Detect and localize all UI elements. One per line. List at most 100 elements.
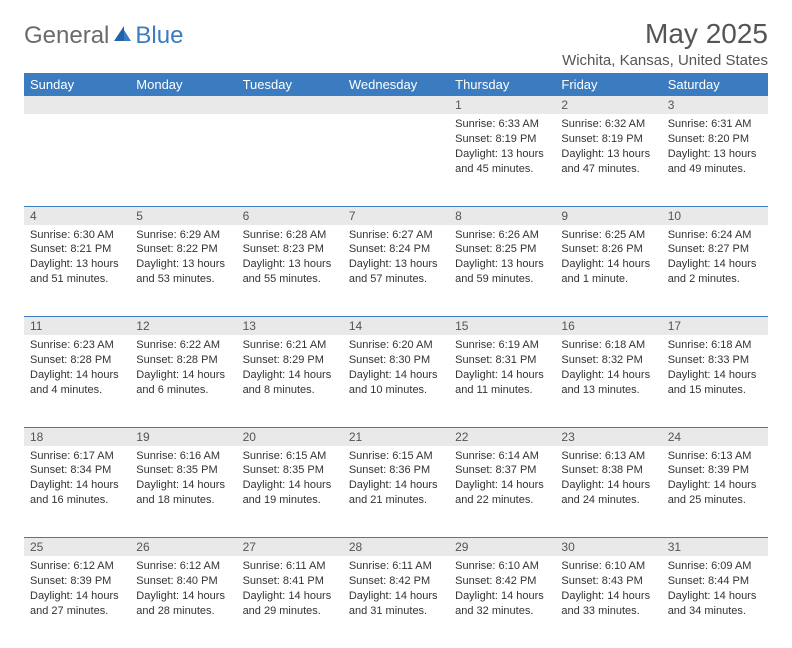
day-details: Sunrise: 6:20 AMSunset: 8:30 PMDaylight:… <box>343 335 449 403</box>
week-row: Sunrise: 6:23 AMSunset: 8:28 PMDaylight:… <box>24 335 768 427</box>
day2-line: and 57 minutes. <box>349 272 443 287</box>
day-number: 28 <box>343 538 449 557</box>
sunrise-line: Sunrise: 6:19 AM <box>455 338 549 353</box>
sunset-line: Sunset: 8:33 PM <box>668 353 762 368</box>
day2-line: and 31 minutes. <box>349 604 443 619</box>
sunset-line: Sunset: 8:39 PM <box>30 574 124 589</box>
sunrise-line: Sunrise: 6:33 AM <box>455 117 549 132</box>
sunset-line: Sunset: 8:20 PM <box>668 132 762 147</box>
day-details: Sunrise: 6:33 AMSunset: 8:19 PMDaylight:… <box>449 114 555 182</box>
sunrise-line: Sunrise: 6:23 AM <box>30 338 124 353</box>
day-number: 27 <box>237 538 343 557</box>
day-cell: Sunrise: 6:14 AMSunset: 8:37 PMDaylight:… <box>449 446 555 538</box>
sunrise-line: Sunrise: 6:30 AM <box>30 228 124 243</box>
day-cell: Sunrise: 6:15 AMSunset: 8:36 PMDaylight:… <box>343 446 449 538</box>
day-number: 20 <box>237 427 343 446</box>
day1-line: Daylight: 14 hours <box>243 478 337 493</box>
day-cell: Sunrise: 6:12 AMSunset: 8:39 PMDaylight:… <box>24 556 130 648</box>
day2-line: and 13 minutes. <box>561 383 655 398</box>
day1-line: Daylight: 14 hours <box>349 478 443 493</box>
col-saturday: Saturday <box>662 73 768 96</box>
day1-line: Daylight: 14 hours <box>668 368 762 383</box>
day-cell: Sunrise: 6:25 AMSunset: 8:26 PMDaylight:… <box>555 225 661 317</box>
day-details: Sunrise: 6:15 AMSunset: 8:35 PMDaylight:… <box>237 446 343 514</box>
day-number: 7 <box>343 206 449 225</box>
day1-line: Daylight: 13 hours <box>455 147 549 162</box>
day1-line: Daylight: 14 hours <box>668 257 762 272</box>
day-details: Sunrise: 6:13 AMSunset: 8:38 PMDaylight:… <box>555 446 661 514</box>
day-cell: Sunrise: 6:15 AMSunset: 8:35 PMDaylight:… <box>237 446 343 538</box>
sunset-line: Sunset: 8:39 PM <box>668 463 762 478</box>
day-details: Sunrise: 6:18 AMSunset: 8:32 PMDaylight:… <box>555 335 661 403</box>
day2-line: and 19 minutes. <box>243 493 337 508</box>
daynum-row: 18192021222324 <box>24 427 768 446</box>
col-sunday: Sunday <box>24 73 130 96</box>
sunrise-line: Sunrise: 6:18 AM <box>668 338 762 353</box>
day-details: Sunrise: 6:29 AMSunset: 8:22 PMDaylight:… <box>130 225 236 293</box>
day-number: 26 <box>130 538 236 557</box>
day2-line: and 47 minutes. <box>561 162 655 177</box>
sunrise-line: Sunrise: 6:17 AM <box>30 449 124 464</box>
day-number: 31 <box>662 538 768 557</box>
sunset-line: Sunset: 8:19 PM <box>561 132 655 147</box>
week-row: Sunrise: 6:12 AMSunset: 8:39 PMDaylight:… <box>24 556 768 648</box>
day-cell: Sunrise: 6:26 AMSunset: 8:25 PMDaylight:… <box>449 225 555 317</box>
sunset-line: Sunset: 8:24 PM <box>349 242 443 257</box>
day-number: 17 <box>662 317 768 336</box>
sunset-line: Sunset: 8:23 PM <box>243 242 337 257</box>
location-label: Wichita, Kansas, United States <box>562 52 768 69</box>
sunrise-line: Sunrise: 6:10 AM <box>455 559 549 574</box>
page-title: May 2025 <box>562 18 768 50</box>
day2-line: and 29 minutes. <box>243 604 337 619</box>
day-cell <box>237 114 343 206</box>
day1-line: Daylight: 14 hours <box>455 478 549 493</box>
day1-line: Daylight: 14 hours <box>668 589 762 604</box>
sunrise-line: Sunrise: 6:25 AM <box>561 228 655 243</box>
day1-line: Daylight: 13 hours <box>668 147 762 162</box>
day1-line: Daylight: 14 hours <box>30 368 124 383</box>
col-monday: Monday <box>130 73 236 96</box>
sunset-line: Sunset: 8:34 PM <box>30 463 124 478</box>
col-friday: Friday <box>555 73 661 96</box>
logo-text-b: Blue <box>135 22 183 50</box>
sunrise-line: Sunrise: 6:31 AM <box>668 117 762 132</box>
sunset-line: Sunset: 8:29 PM <box>243 353 337 368</box>
day-details: Sunrise: 6:10 AMSunset: 8:43 PMDaylight:… <box>555 556 661 624</box>
day-number: 10 <box>662 206 768 225</box>
day-number: 30 <box>555 538 661 557</box>
sunset-line: Sunset: 8:38 PM <box>561 463 655 478</box>
sail-icon <box>111 24 133 49</box>
day-details: Sunrise: 6:21 AMSunset: 8:29 PMDaylight:… <box>237 335 343 403</box>
day-cell: Sunrise: 6:30 AMSunset: 8:21 PMDaylight:… <box>24 225 130 317</box>
day-number: 13 <box>237 317 343 336</box>
weekday-header-row: Sunday Monday Tuesday Wednesday Thursday… <box>24 73 768 96</box>
day1-line: Daylight: 13 hours <box>243 257 337 272</box>
day1-line: Daylight: 13 hours <box>561 147 655 162</box>
day1-line: Daylight: 14 hours <box>349 368 443 383</box>
day2-line: and 22 minutes. <box>455 493 549 508</box>
day-number: 16 <box>555 317 661 336</box>
sunrise-line: Sunrise: 6:12 AM <box>136 559 230 574</box>
sunrise-line: Sunrise: 6:12 AM <box>30 559 124 574</box>
day1-line: Daylight: 14 hours <box>349 589 443 604</box>
sunset-line: Sunset: 8:40 PM <box>136 574 230 589</box>
day-details: Sunrise: 6:23 AMSunset: 8:28 PMDaylight:… <box>24 335 130 403</box>
sunrise-line: Sunrise: 6:15 AM <box>243 449 337 464</box>
day-details: Sunrise: 6:19 AMSunset: 8:31 PMDaylight:… <box>449 335 555 403</box>
col-wednesday: Wednesday <box>343 73 449 96</box>
sunrise-line: Sunrise: 6:16 AM <box>136 449 230 464</box>
day-number: 9 <box>555 206 661 225</box>
day2-line: and 51 minutes. <box>30 272 124 287</box>
day-details: Sunrise: 6:11 AMSunset: 8:42 PMDaylight:… <box>343 556 449 624</box>
day-details: Sunrise: 6:09 AMSunset: 8:44 PMDaylight:… <box>662 556 768 624</box>
logo-text-a: General <box>24 22 109 50</box>
day1-line: Daylight: 14 hours <box>30 478 124 493</box>
day2-line: and 6 minutes. <box>136 383 230 398</box>
day-number: 4 <box>24 206 130 225</box>
sunset-line: Sunset: 8:19 PM <box>455 132 549 147</box>
day-details: Sunrise: 6:22 AMSunset: 8:28 PMDaylight:… <box>130 335 236 403</box>
day2-line: and 27 minutes. <box>30 604 124 619</box>
sunrise-line: Sunrise: 6:13 AM <box>561 449 655 464</box>
sunrise-line: Sunrise: 6:09 AM <box>668 559 762 574</box>
day-cell: Sunrise: 6:23 AMSunset: 8:28 PMDaylight:… <box>24 335 130 427</box>
